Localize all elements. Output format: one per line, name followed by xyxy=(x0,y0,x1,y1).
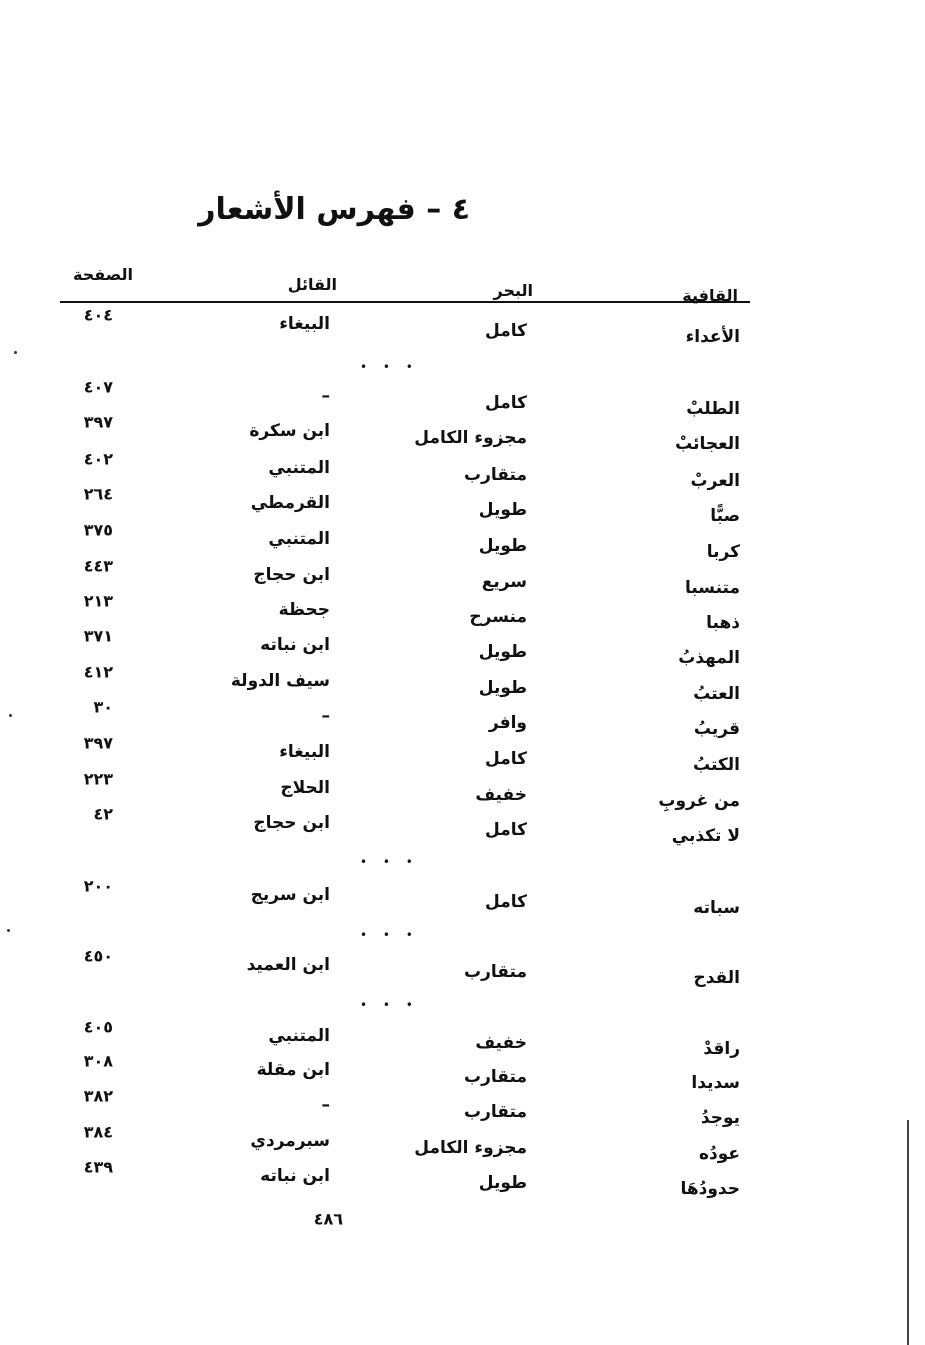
group-separator: • • • xyxy=(360,928,419,942)
cell-page: ٢١٣ xyxy=(83,591,113,611)
cell-rhyme: سديدا xyxy=(691,1073,740,1093)
cell-meter: منسرح xyxy=(469,607,527,627)
group-separator: • • • xyxy=(360,360,419,374)
cell-page: ٣٧٥ xyxy=(83,520,113,540)
cell-meter: سريع xyxy=(481,572,527,592)
cell-rhyme: المهذبُ xyxy=(678,648,740,668)
cell-page: ٣٨٢ xyxy=(83,1086,113,1106)
cell-rhyme: صبًّا xyxy=(710,506,740,526)
cell-meter: كامل xyxy=(485,393,527,413)
cell-meter: طويل xyxy=(478,500,527,520)
header-rule xyxy=(60,301,750,303)
cell-meter: طويل xyxy=(478,678,527,698)
cell-meter: كامل xyxy=(485,892,527,912)
cell-page: ٣٨٤ xyxy=(83,1122,113,1142)
cell-page: ٢٦٤ xyxy=(83,484,113,504)
cell-page: ٤١٢ xyxy=(83,662,113,682)
cell-poet: ابن مقلة xyxy=(256,1060,330,1080)
cell-poet: المتنبي xyxy=(268,529,330,549)
cell-rhyme: الأعداء xyxy=(685,327,740,347)
scan-speck xyxy=(14,351,17,354)
cell-poet: جحظة xyxy=(278,600,330,620)
cell-poet: البيغاء xyxy=(279,742,330,762)
cell-rhyme: من غروبِ xyxy=(658,791,740,811)
cell-page: ٤٠٥ xyxy=(83,1017,113,1037)
cell-rhyme: العجائبْ xyxy=(675,434,740,454)
cell-meter: خفيف xyxy=(475,1033,527,1053)
cell-poet: سيف الدولة xyxy=(230,671,330,691)
cell-poet: ابن العميد xyxy=(246,955,330,975)
cell-meter: متقارب xyxy=(464,962,527,982)
cell-rhyme: العتبُ xyxy=(693,684,740,704)
cell-rhyme: العربْ xyxy=(690,471,740,491)
cell-meter: طويل xyxy=(478,1173,527,1193)
cell-poet: البيغاء xyxy=(279,314,330,334)
cell-rhyme: الطلبْ xyxy=(686,399,740,419)
group-separator: • • • xyxy=(360,855,419,869)
cell-page: ٣٩٧ xyxy=(83,733,113,753)
cell-meter: متقارب xyxy=(464,465,527,485)
page-title: ٤ – فهرس الأشعار xyxy=(198,192,470,227)
cell-poet: القرمطي xyxy=(250,493,330,513)
cell-poet: ابن حجاج xyxy=(253,813,330,833)
group-separator: • • • xyxy=(360,998,419,1012)
cell-poet: المتنبي xyxy=(268,1026,330,1046)
cell-rhyme: الكتبُ xyxy=(692,755,740,775)
cell-page: ٣٧١ xyxy=(83,626,113,646)
cell-rhyme: لا تكذبي xyxy=(671,826,740,846)
cell-rhyme: سباته xyxy=(693,898,740,918)
cell-rhyme: كربا xyxy=(706,542,740,562)
cell-rhyme: متنسبا xyxy=(684,578,740,598)
cell-page: ٢٢٣ xyxy=(83,769,113,789)
scan-edge xyxy=(907,1120,909,1345)
cell-rhyme: عودُه xyxy=(698,1144,740,1164)
cell-poet: سبرمردي xyxy=(250,1131,330,1151)
cell-page: ٤٠٧ xyxy=(83,377,113,397)
header-page: الصفحة xyxy=(72,265,133,284)
cell-poet: – xyxy=(321,386,331,406)
cell-rhyme: القدح xyxy=(693,968,740,988)
cell-meter: كامل xyxy=(485,749,527,769)
cell-page: ٤٣٩ xyxy=(83,1157,113,1177)
cell-page: ٤٤٣ xyxy=(83,556,113,576)
cell-rhyme: قريبُ xyxy=(693,719,740,739)
cell-poet: ابن سكرة xyxy=(249,421,330,441)
cell-meter: وافر xyxy=(488,713,527,733)
cell-meter: متقارب xyxy=(464,1067,527,1087)
cell-meter: طويل xyxy=(478,536,527,556)
cell-poet: ابن حجاج xyxy=(253,565,330,585)
cell-rhyme: يوجدُ xyxy=(700,1108,740,1128)
cell-meter: كامل xyxy=(485,321,527,341)
cell-poet: – xyxy=(321,1095,331,1115)
cell-poet: ابن نباته xyxy=(260,635,330,655)
cell-meter: خفيف xyxy=(475,785,527,805)
cell-meter: مجزوء الكامل xyxy=(414,1138,527,1158)
cell-page: ٢٠٠ xyxy=(83,876,113,896)
cell-poet: – xyxy=(321,706,331,726)
cell-poet: ابن نباته xyxy=(260,1166,330,1186)
cell-page: ٣٠٨ xyxy=(83,1051,113,1071)
header-meter: البحر xyxy=(493,281,533,300)
cell-poet: الحلاج xyxy=(280,778,330,798)
header-poet: القائل xyxy=(287,275,337,294)
cell-page: ٤٠٢ xyxy=(83,449,113,469)
cell-page: ٣٩٧ xyxy=(83,412,113,432)
cell-rhyme: حدودُهَا xyxy=(680,1179,740,1199)
cell-meter: متقارب xyxy=(464,1102,527,1122)
page-number: ٤٨٦ xyxy=(313,1209,343,1229)
header-rhyme: القافية xyxy=(682,286,738,305)
cell-page: ٣٠ xyxy=(93,697,113,717)
cell-rhyme: راقدْ xyxy=(703,1039,740,1059)
cell-page: ٤٢ xyxy=(93,804,113,824)
scan-speck xyxy=(7,929,10,932)
cell-meter: مجزوء الكامل xyxy=(414,428,527,448)
cell-poet: المتنبي xyxy=(268,458,330,478)
cell-rhyme: ذهبا xyxy=(706,613,740,633)
cell-meter: طويل xyxy=(478,642,527,662)
cell-page: ٤٠٤ xyxy=(83,305,113,325)
cell-page: ٤٥٠ xyxy=(83,946,113,966)
cell-poet: ابن سريج xyxy=(250,885,330,905)
cell-meter: كامل xyxy=(485,820,527,840)
scan-speck xyxy=(9,714,12,717)
